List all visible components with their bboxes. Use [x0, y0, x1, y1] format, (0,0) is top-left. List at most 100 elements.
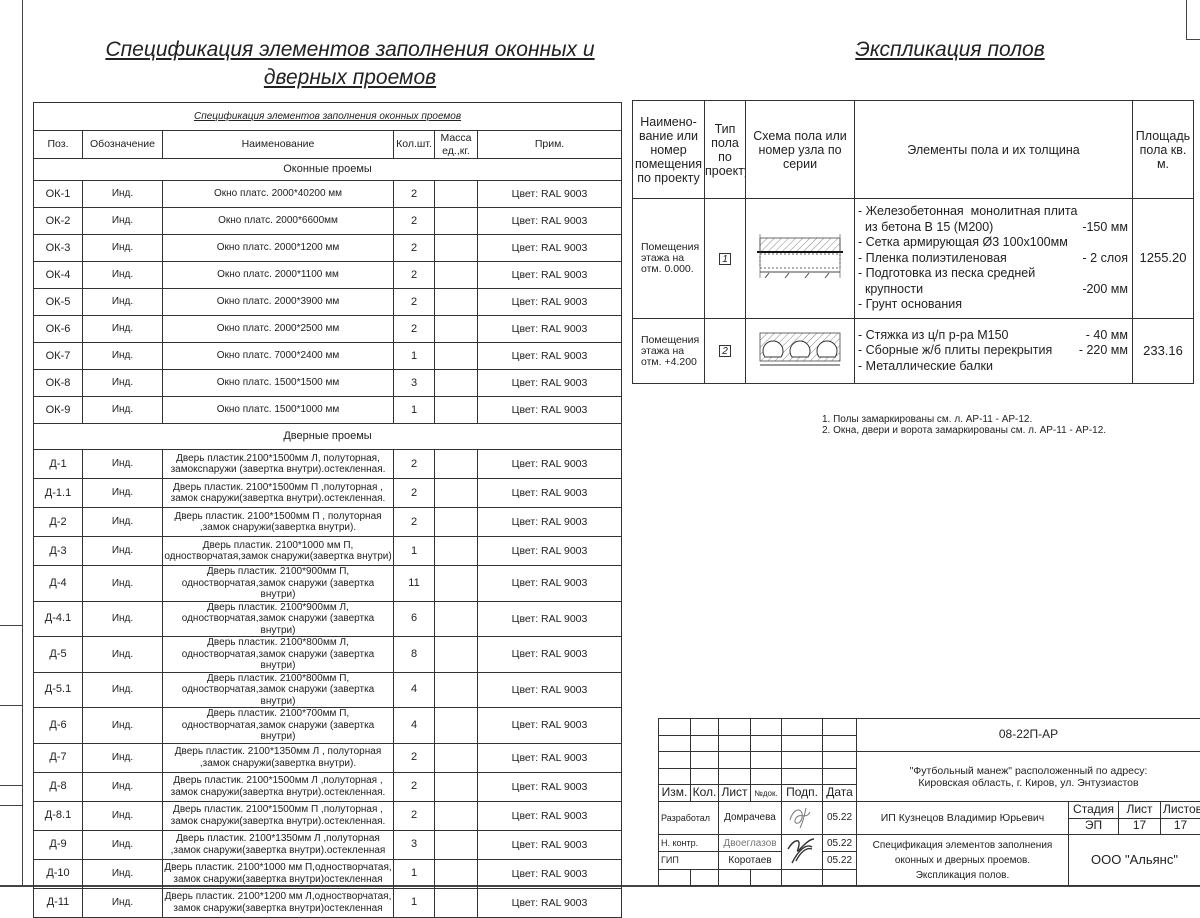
table-cell: [435, 370, 478, 397]
table-cell: Д-6: [34, 708, 83, 744]
table-cell: Инд.: [83, 708, 163, 744]
table-cell: Окно платс. 1500*1000 мм: [163, 397, 394, 424]
role-developer: Разработал: [659, 801, 719, 834]
table-cell: Цвет: RAL 9003: [478, 450, 622, 479]
floor-type-tag: 2: [719, 345, 731, 357]
element-name: - Сборные ж/б плиты перекрытия: [858, 343, 1052, 359]
table-cell: Д-8.1: [34, 801, 83, 830]
frame-left-line: [22, 0, 23, 886]
table-cell: [435, 316, 478, 343]
project-code: 08-22П-АР: [857, 719, 1200, 752]
floor-type: 1: [705, 199, 746, 319]
floor-section-drawing-2: [757, 329, 843, 369]
table-cell: 2: [394, 235, 435, 262]
room-name: Помещения этажа на отм. +4.200: [633, 319, 705, 384]
section-title: Дверные проемы: [34, 424, 622, 450]
table-cell: Цвет: RAL 9003: [478, 537, 622, 566]
revision-column-header: Лист: [719, 785, 751, 802]
floor-element: - Стяжка из ц/п р-ра М150- 40 мм: [858, 328, 1132, 344]
table-cell: 2: [394, 316, 435, 343]
table-cell: Цвет: RAL 9003: [478, 208, 622, 235]
table-cell: Инд.: [83, 289, 163, 316]
element-thickness: - 40 мм: [1086, 328, 1128, 344]
table-cell: Инд.: [83, 479, 163, 508]
table-cell: Цвет: RAL 9003: [478, 262, 622, 289]
name-chief-engineer: Коротаев: [719, 852, 782, 869]
section-title: Оконные проемы: [34, 159, 622, 181]
table-cell: [435, 708, 478, 744]
floor-scheme: [746, 319, 855, 384]
element-name: из бетона В 15 (М200): [858, 220, 993, 236]
table-cell: Окно платс. 2000*40200 мм: [163, 181, 394, 208]
table-cell: Дверь пластик. 2100*1500мм Л ,полуторная…: [163, 772, 394, 801]
sheet-title-3: Экспликация полов.: [859, 868, 1066, 883]
table-cell: [435, 343, 478, 370]
table-cell: 2: [394, 289, 435, 316]
date-developer: 05.22: [823, 801, 857, 834]
table-cell: [435, 450, 478, 479]
table-cell: 1: [394, 859, 435, 888]
table-cell: Дверь пластик. 2100*900мм Л, одностворча…: [163, 601, 394, 637]
column-header: Тип пола по проекту: [705, 101, 746, 199]
spec-caption: Спецификация элементов заполнения оконны…: [34, 103, 622, 131]
project-address: "Футбольный манеж" расположенный по адре…: [857, 752, 1200, 802]
company-name: ООО "Альянс": [1069, 835, 1200, 886]
table-cell: Инд.: [83, 743, 163, 772]
table-cell: Цвет: RAL 9003: [478, 316, 622, 343]
sheet-title-2: оконных и дверных проемов.: [859, 853, 1066, 868]
element-thickness: - 2 слоя: [1083, 251, 1128, 267]
table-cell: Д-10: [34, 859, 83, 888]
table-cell: Дверь пластик. 2100*800мм П, одностворча…: [163, 672, 394, 708]
table-cell: ОК-7: [34, 343, 83, 370]
table-cell: [435, 830, 478, 859]
column-header: Схема пола или номер узла по серии: [746, 101, 855, 199]
caption-row: Спецификация элементов заполнения оконны…: [34, 103, 622, 131]
table-cell: Д-4.1: [34, 601, 83, 637]
frame-corner: [1186, 0, 1200, 40]
table-cell: 3: [394, 830, 435, 859]
table-cell: Инд.: [83, 343, 163, 370]
table-cell: Д-3: [34, 537, 83, 566]
table-cell: [435, 289, 478, 316]
table-cell: Инд.: [83, 397, 163, 424]
floor-element: - Металлические балки: [858, 359, 1132, 375]
table-cell: [435, 479, 478, 508]
table-cell: [435, 601, 478, 637]
element-name: - Железобетонная монолитная плита: [858, 204, 1077, 220]
table-cell: Д-7: [34, 743, 83, 772]
table-cell: Цвет: RAL 9003: [478, 508, 622, 537]
column-header: Площадь пола кв. м.: [1133, 101, 1194, 199]
table-cell: Инд.: [83, 888, 163, 917]
table-cell: [435, 772, 478, 801]
name-norm-control: Двоеглазов: [719, 835, 782, 852]
table-cell: Цвет: RAL 9003: [478, 830, 622, 859]
element-thickness: -200 мм: [1082, 282, 1128, 298]
table-cell: [435, 888, 478, 917]
table-cell: Инд.: [83, 801, 163, 830]
table-cell: Дверь пластик. 2100*1350мм Л ,полуторная…: [163, 830, 394, 859]
spec-table: Спецификация элементов заполнения оконны…: [33, 102, 622, 918]
stage-value: ЭП: [1069, 818, 1119, 835]
table-cell: [435, 566, 478, 602]
table-cell: [435, 537, 478, 566]
table-cell: 2: [394, 181, 435, 208]
table-cell: Инд.: [83, 566, 163, 602]
table-cell: 11: [394, 566, 435, 602]
project-location: Кировская область, г. Киров, ул. Энтузиа…: [859, 777, 1198, 789]
table-row: Помещения этажа на отм. +4.200 2 - Стяжка …: [633, 319, 1194, 384]
floor-element: - Железобетонная монолитная плита: [858, 204, 1132, 220]
element-name: - Сетка армирующая Ø3 100x100мм: [858, 235, 1068, 251]
table-cell: Цвет: RAL 9003: [478, 859, 622, 888]
table-cell: Цвет: RAL 9003: [478, 343, 622, 370]
sheets-value: 17: [1161, 818, 1200, 835]
